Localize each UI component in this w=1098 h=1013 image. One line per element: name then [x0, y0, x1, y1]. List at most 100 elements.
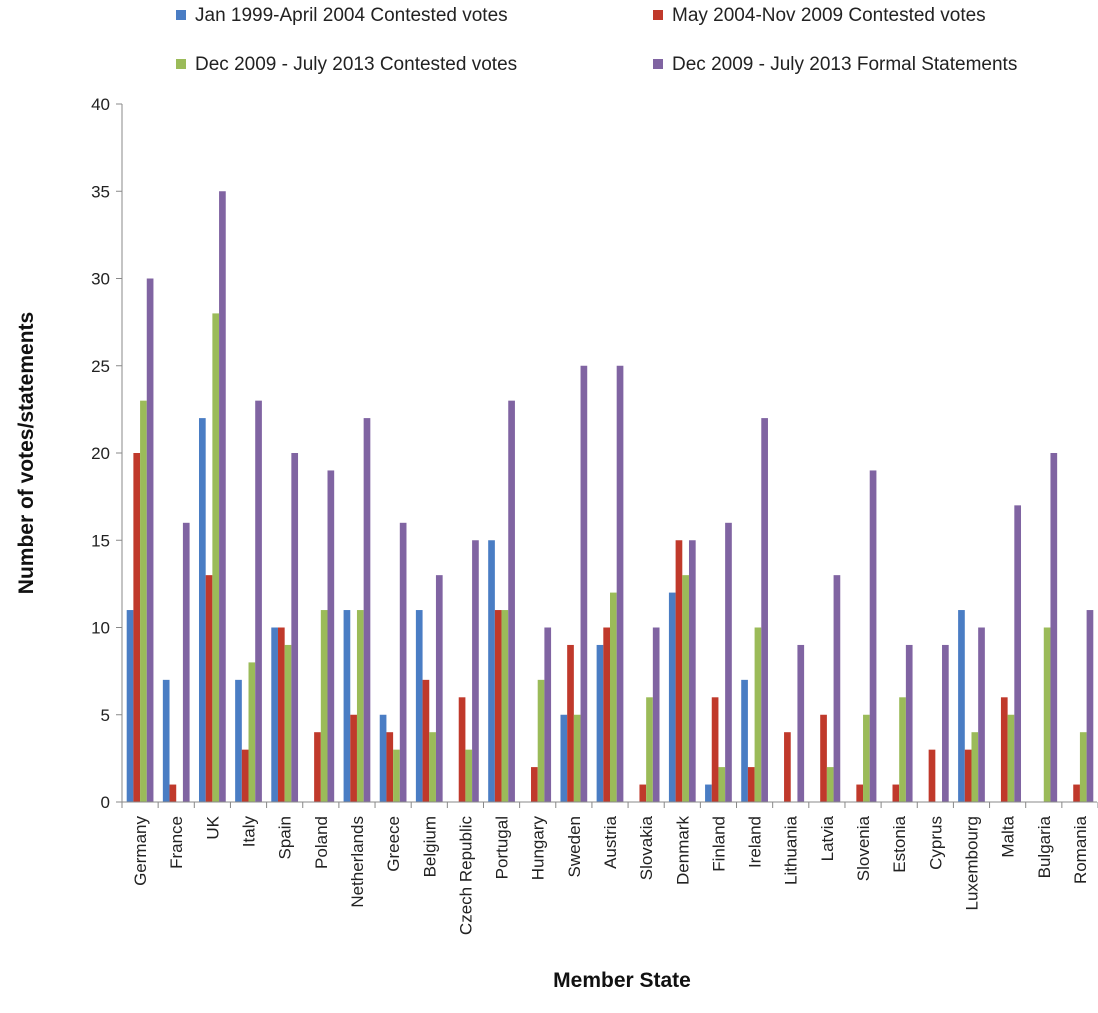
bar-luxembourg-series-3 — [971, 732, 979, 802]
y-axis-title: Number of votes/statements — [15, 312, 38, 594]
y-tick-label: 10 — [91, 619, 110, 638]
bar-latvia-series-3 — [826, 767, 834, 802]
bar-portugal-series-2 — [494, 610, 502, 802]
bar-germany-series-4 — [146, 278, 154, 802]
bar-denmark-series-3 — [682, 575, 689, 802]
x-tick-label-netherlands: Netherlands — [348, 816, 367, 908]
y-tick-label: 35 — [91, 182, 110, 201]
bar-uk-series-3 — [212, 313, 220, 802]
bar-germany-series-3 — [140, 400, 147, 802]
bar-uk-series-1 — [198, 418, 206, 802]
bar-slovakia-series-3 — [646, 697, 653, 802]
bar-luxembourg-series-2 — [964, 749, 972, 802]
bar-austria-series-2 — [603, 627, 610, 802]
bar-belgium-series-4 — [435, 575, 443, 802]
bar-ireland-series-1 — [741, 679, 748, 802]
bar-france-series-1 — [162, 679, 170, 802]
bar-sweden-series-3 — [573, 714, 581, 802]
legend-swatch — [653, 10, 663, 20]
y-tick-label: 0 — [101, 793, 110, 812]
y-axis-ticks: 0 5 10 15 20 25 30 35 40 — [91, 95, 122, 812]
x-tick-label-greece: Greece — [384, 816, 403, 872]
bar-uk-series-2 — [205, 575, 213, 802]
x-axis-title: Member State — [553, 969, 691, 992]
bar-ireland-series-2 — [747, 767, 755, 802]
bar-czech-republic-series-4 — [472, 540, 479, 802]
bar-belgium-series-1 — [415, 610, 423, 802]
bar-spain-series-1 — [271, 627, 278, 802]
x-tick-label-italy: Italy — [240, 816, 259, 848]
bar-denmark-series-2 — [675, 540, 683, 802]
bar-czech-republic-series-3 — [465, 749, 473, 802]
bar-portugal-series-3 — [501, 610, 509, 802]
bar-malta-series-4 — [1014, 505, 1022, 802]
x-tick-label-ireland: Ireland — [746, 816, 765, 868]
bar-italy-series-1 — [235, 679, 242, 802]
x-tick-label-malta: Malta — [999, 815, 1018, 857]
x-axis-ticks: Germany France UK Italy Spain Poland Netherlan… — [121, 802, 1098, 935]
bar-bulgaria-series-3 — [1043, 627, 1051, 802]
x-tick-label-sweden: Sweden — [565, 816, 584, 877]
bar-slovenia-series-4 — [869, 470, 877, 802]
plot-area: 0 5 10 15 20 25 30 35 40 Germany France UK Italy Spa… — [91, 95, 1098, 935]
bar-italy-series-3 — [248, 662, 256, 802]
bar-poland-series-3 — [320, 610, 328, 802]
x-tick-label-germany: Germany — [131, 816, 150, 886]
bar-slovakia-series-2 — [639, 784, 647, 802]
bar-spain-series-2 — [277, 627, 285, 802]
bar-netherlands-series-4 — [363, 418, 371, 802]
bar-lithuania-series-4 — [797, 644, 805, 802]
bar-spain-series-3 — [284, 644, 292, 802]
bar-belgium-series-3 — [429, 732, 436, 802]
bar-poland-series-2 — [314, 732, 321, 802]
bar-bulgaria-series-4 — [1050, 453, 1058, 802]
legend-label: Dec 2009 - July 2013 Contested votes — [195, 54, 517, 75]
bar-italy-series-4 — [255, 400, 262, 802]
bar-sweden-series-1 — [560, 714, 568, 802]
bar-cyprus-series-2 — [928, 749, 936, 802]
bar-sweden-series-4 — [580, 365, 588, 802]
bar-netherlands-series-3 — [356, 610, 364, 802]
bar-germany-series-1 — [126, 610, 134, 802]
bar-finland-series-3 — [718, 767, 726, 802]
bar-romania-series-2 — [1073, 784, 1080, 802]
bar-lithuania-series-2 — [784, 732, 791, 802]
bar-spain-series-4 — [291, 453, 299, 802]
bar-netherlands-series-1 — [343, 610, 351, 802]
y-tick-label: 5 — [101, 706, 110, 725]
x-tick-label-finland: Finland — [709, 816, 728, 872]
bar-malta-series-2 — [1000, 697, 1008, 802]
x-tick-label-austria: Austria — [601, 815, 620, 868]
bar-austria-series-4 — [616, 365, 624, 802]
bar-hungary-series-3 — [537, 679, 545, 802]
bar-romania-series-3 — [1079, 732, 1087, 802]
bar-portugal-series-1 — [488, 540, 495, 802]
y-tick-label: 15 — [91, 531, 110, 550]
x-tick-label-hungary: Hungary — [529, 816, 548, 881]
bar-italy-series-2 — [241, 749, 249, 802]
bar-poland-series-4 — [327, 470, 335, 802]
x-tick-label-latvia: Latvia — [818, 815, 837, 861]
x-tick-label-uk: UK — [203, 815, 222, 839]
bar-luxembourg-series-4 — [978, 627, 985, 802]
y-tick-label: 40 — [91, 95, 110, 114]
legend-label: Dec 2009 - July 2013 Formal Statements — [672, 54, 1017, 75]
bars — [126, 191, 1094, 802]
bar-austria-series-3 — [610, 592, 617, 802]
x-tick-label-romania: Romania — [1071, 815, 1090, 884]
bar-belgium-series-2 — [422, 679, 430, 802]
legend: Jan 1999-April 2004 Contested votes May 2… — [176, 5, 1017, 75]
bar-slovenia-series-2 — [856, 784, 864, 802]
x-tick-label-poland: Poland — [312, 816, 331, 869]
bar-finland-series-2 — [711, 697, 719, 802]
bar-slovenia-series-3 — [863, 714, 870, 802]
bar-greece-series-4 — [399, 522, 407, 802]
bar-france-series-2 — [169, 784, 177, 802]
bar-netherlands-series-2 — [350, 714, 357, 802]
x-tick-label-slovakia: Slovakia — [637, 815, 656, 880]
bar-hungary-series-2 — [531, 767, 538, 802]
bar-france-series-4 — [182, 522, 190, 802]
x-tick-label-spain: Spain — [276, 816, 295, 859]
bar-latvia-series-4 — [833, 575, 841, 802]
legend-swatch — [176, 10, 186, 20]
